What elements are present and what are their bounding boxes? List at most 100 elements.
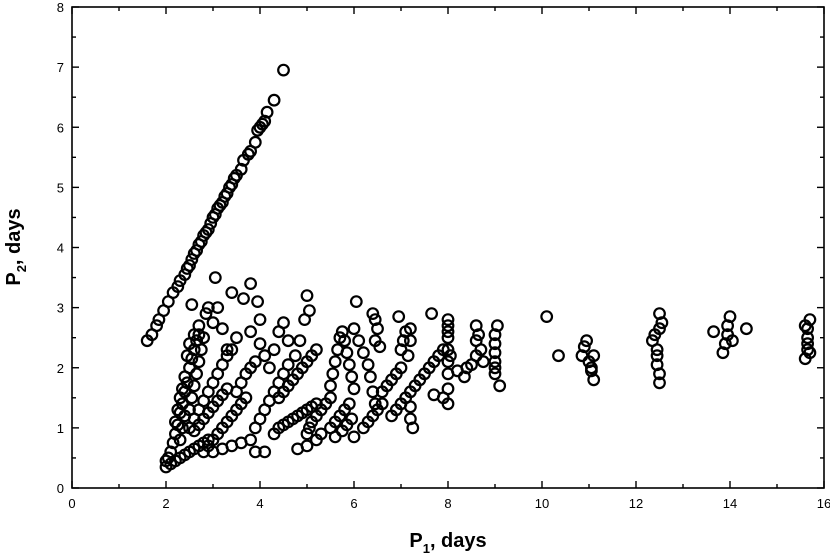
- data-point: [173, 433, 187, 447]
- data-point: [476, 355, 490, 369]
- data-point: [364, 370, 377, 384]
- data-point: [281, 334, 295, 348]
- data-point: [368, 313, 382, 327]
- data-point: [801, 331, 814, 345]
- data-point: [260, 105, 274, 119]
- data-point: [441, 319, 455, 333]
- data-point: [577, 340, 591, 354]
- data-point: [650, 349, 664, 363]
- data-point: [215, 322, 229, 336]
- data-point: [406, 421, 420, 435]
- data-point: [488, 337, 502, 351]
- data-point: [244, 433, 258, 447]
- data-point: [404, 334, 417, 348]
- data-point: [303, 304, 316, 318]
- data-point: [263, 361, 276, 375]
- data-point: [253, 313, 267, 327]
- y-tick-labels: 0 1 2 3 4 5 6 7 8: [57, 0, 64, 496]
- data-point: [326, 367, 340, 381]
- data-point: [267, 343, 281, 357]
- data-point: [375, 397, 389, 411]
- y-axis-title-rest: , days: [3, 208, 25, 265]
- data-point: [187, 379, 201, 393]
- data-point: [175, 382, 189, 396]
- data-point: [206, 316, 220, 330]
- x-tick-labels: 0 2 4 6 8 10 12 14 16: [68, 496, 830, 511]
- data-point: [225, 343, 239, 357]
- data-point: [248, 355, 262, 369]
- data-point: [244, 277, 258, 291]
- data-point: [488, 355, 502, 369]
- data-point: [345, 370, 359, 384]
- data-point: [251, 295, 265, 309]
- x-tick-label: 6: [350, 496, 357, 511]
- data-point: [347, 322, 361, 336]
- data-point: [349, 295, 363, 309]
- data-point: [248, 135, 262, 149]
- data-point: [404, 322, 417, 336]
- axis-ticks: [71, 6, 825, 489]
- data-point: [441, 325, 455, 339]
- data-point: [540, 310, 554, 324]
- data-point: [425, 307, 439, 321]
- data-point: [441, 355, 455, 369]
- x-axis-title: P1, days: [409, 530, 486, 556]
- data-point: [171, 280, 185, 294]
- x-tick-label: 12: [629, 496, 643, 511]
- data-point: [392, 310, 406, 324]
- data-point: [444, 349, 457, 363]
- data-point: [366, 307, 380, 321]
- data-point: [190, 367, 204, 381]
- data-point: [300, 427, 314, 441]
- x-tick-label: 16: [817, 496, 830, 511]
- data-point: [347, 430, 361, 444]
- data-point: [293, 334, 307, 348]
- data-point: [441, 343, 455, 357]
- data-point: [726, 334, 739, 348]
- x-tick-label: 2: [162, 496, 169, 511]
- x-tick-label: 0: [68, 496, 75, 511]
- data-point: [474, 343, 488, 357]
- data-point: [328, 430, 342, 444]
- data-point: [328, 355, 342, 369]
- data-point: [587, 349, 601, 363]
- data-point: [239, 391, 253, 405]
- data-point: [201, 301, 215, 315]
- data-point: [190, 334, 204, 348]
- data-point: [244, 325, 258, 339]
- x-axis-title-subscript: 1: [423, 541, 430, 556]
- data-point: [324, 379, 337, 393]
- data-point: [655, 316, 669, 330]
- data-point: [798, 319, 812, 333]
- x-tick-label: 14: [723, 496, 737, 511]
- data-point: [373, 340, 387, 354]
- y-tick-label: 0: [57, 481, 64, 496]
- data-point: [201, 223, 215, 236]
- data-point: [653, 367, 666, 381]
- data-point: [361, 358, 375, 372]
- data-point: [441, 313, 455, 327]
- data-point: [587, 373, 601, 387]
- y-tick-label: 8: [57, 0, 64, 15]
- data-point: [288, 349, 302, 363]
- x-axis-title-rest: , days: [430, 530, 487, 552]
- data-point: [300, 439, 314, 453]
- data-point: [366, 385, 380, 399]
- data-point: [303, 421, 316, 435]
- data-point: [192, 328, 206, 342]
- data-point: [220, 382, 234, 396]
- y-tick-label: 4: [57, 241, 64, 256]
- data-point: [300, 289, 314, 303]
- data-point: [707, 325, 720, 339]
- data-point: [345, 412, 359, 426]
- data-point: [201, 433, 215, 447]
- data-point: [580, 334, 593, 348]
- data-point: [183, 259, 196, 272]
- data-point: [650, 343, 664, 357]
- data-point: [258, 349, 272, 363]
- data-point: [552, 349, 565, 363]
- data-point: [585, 361, 598, 375]
- data-point: [310, 343, 323, 357]
- data-point: [488, 361, 502, 375]
